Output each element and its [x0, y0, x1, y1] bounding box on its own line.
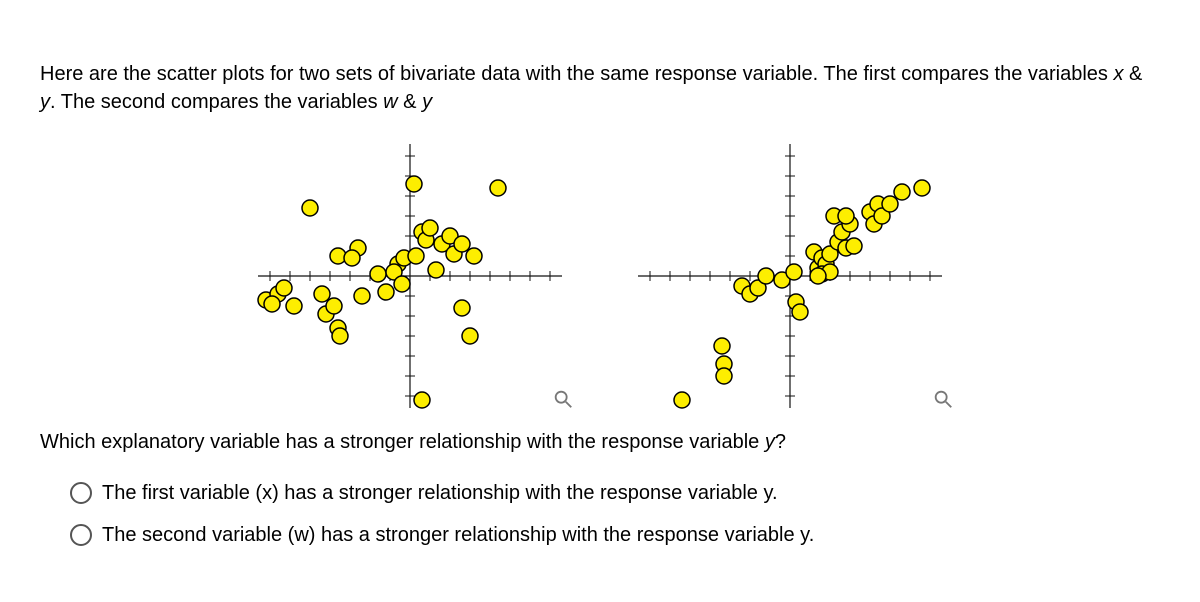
- option-a-p3: .: [772, 482, 778, 504]
- question-part1: Which explanatory variable has a stronge…: [40, 431, 765, 453]
- option-a-x: x: [262, 482, 272, 504]
- radio-icon[interactable]: [70, 524, 92, 546]
- scatter-chart-xy: [240, 126, 580, 416]
- option-b-p1: The second variable (: [102, 524, 294, 546]
- intro-amp2: &: [398, 91, 422, 113]
- question-part2: ?: [775, 431, 786, 453]
- question-var-y: y: [765, 431, 775, 453]
- radio-icon[interactable]: [70, 482, 92, 504]
- option-a-y: y: [763, 482, 772, 504]
- intro-text: Here are the scatter plots for two sets …: [40, 60, 1160, 116]
- scatter-chart-wy: [620, 126, 960, 416]
- option-b-w: w: [294, 524, 308, 546]
- option-b-label: The second variable (w) has a stronger r…: [102, 520, 814, 550]
- options-group: The first variable (x) has a stronger re…: [40, 478, 1160, 550]
- option-a-p2: ) has a stronger relationship with the r…: [272, 482, 763, 504]
- intro-part2: . The second compares the variables: [50, 91, 383, 113]
- intro-var-x: x: [1113, 63, 1123, 85]
- intro-var-y1: y: [40, 91, 50, 113]
- zoom-icon[interactable]: [552, 388, 574, 410]
- option-a-label: The first variable (x) has a stronger re…: [102, 478, 778, 508]
- option-b-p2: ) has a stronger relationship with the r…: [309, 524, 800, 546]
- option-b-p3: .: [809, 524, 815, 546]
- intro-var-w: w: [383, 91, 397, 113]
- intro-part1: Here are the scatter plots for two sets …: [40, 63, 1113, 85]
- zoom-icon[interactable]: [932, 388, 954, 410]
- intro-amp1: &: [1123, 63, 1142, 85]
- option-b[interactable]: The second variable (w) has a stronger r…: [70, 520, 1160, 550]
- charts-row: [40, 126, 1160, 416]
- intro-var-y2: y: [422, 91, 432, 113]
- question-text: Which explanatory variable has a stronge…: [40, 426, 1160, 458]
- option-b-y: y: [800, 524, 809, 546]
- option-a[interactable]: The first variable (x) has a stronger re…: [70, 478, 1160, 508]
- option-a-p1: The first variable (: [102, 482, 262, 504]
